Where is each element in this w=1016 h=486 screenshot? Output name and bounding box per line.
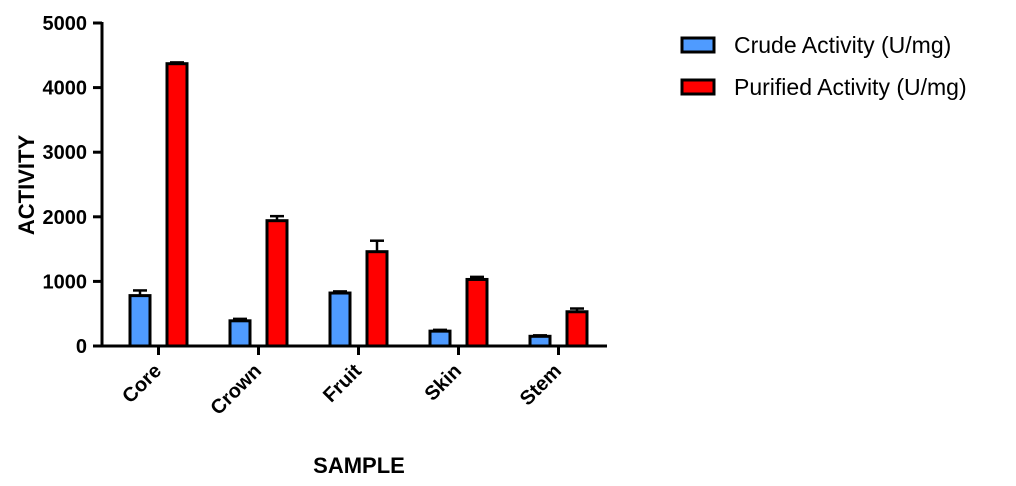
bar-crude-core <box>128 294 152 348</box>
bar-crude-crown <box>228 319 252 348</box>
axes-layer <box>100 22 607 348</box>
legend: Crude Activity (U/mg) Purified Activity (… <box>680 32 967 100</box>
legend-label-purified: Purified Activity (U/mg) <box>734 74 967 100</box>
y-tick-label: 2000 <box>43 207 88 229</box>
bar-purified-crown <box>265 219 289 348</box>
y-tick-label: 3000 <box>43 142 88 164</box>
bar-purified-core <box>165 62 189 348</box>
bars-layer <box>128 61 589 348</box>
x-axis-title: SAMPLE <box>313 453 405 478</box>
bar-crude-fruit <box>328 291 352 348</box>
bar-purified-fruit <box>365 250 389 348</box>
bar-purified-skin <box>465 277 489 348</box>
y-tick-label: 4000 <box>43 78 88 100</box>
bar-crude-skin <box>428 329 452 348</box>
x-tick-label-crown: Crown <box>206 360 266 420</box>
y-tick-label: 1000 <box>43 271 88 293</box>
y-axis-title: ACTIVITY <box>14 135 39 236</box>
y-ticks: 0 1000 2000 3000 4000 5000 <box>43 13 102 358</box>
legend-label-crude: Crude Activity (U/mg) <box>734 32 951 58</box>
legend-swatch-purified <box>680 78 716 96</box>
x-tick-label-core: Core <box>118 360 166 408</box>
y-tick-label: 5000 <box>43 13 88 35</box>
x-tick-label-stem: Stem <box>516 360 566 410</box>
x-tick-label-fruit: Fruit <box>319 360 366 407</box>
bar-purified-stem <box>565 310 589 348</box>
legend-swatch-crude <box>680 36 716 54</box>
y-tick-label: 0 <box>76 336 87 358</box>
x-tick-label-skin: Skin <box>421 360 466 405</box>
x-ticks: Core Crown Fruit Skin Stem <box>118 346 566 420</box>
